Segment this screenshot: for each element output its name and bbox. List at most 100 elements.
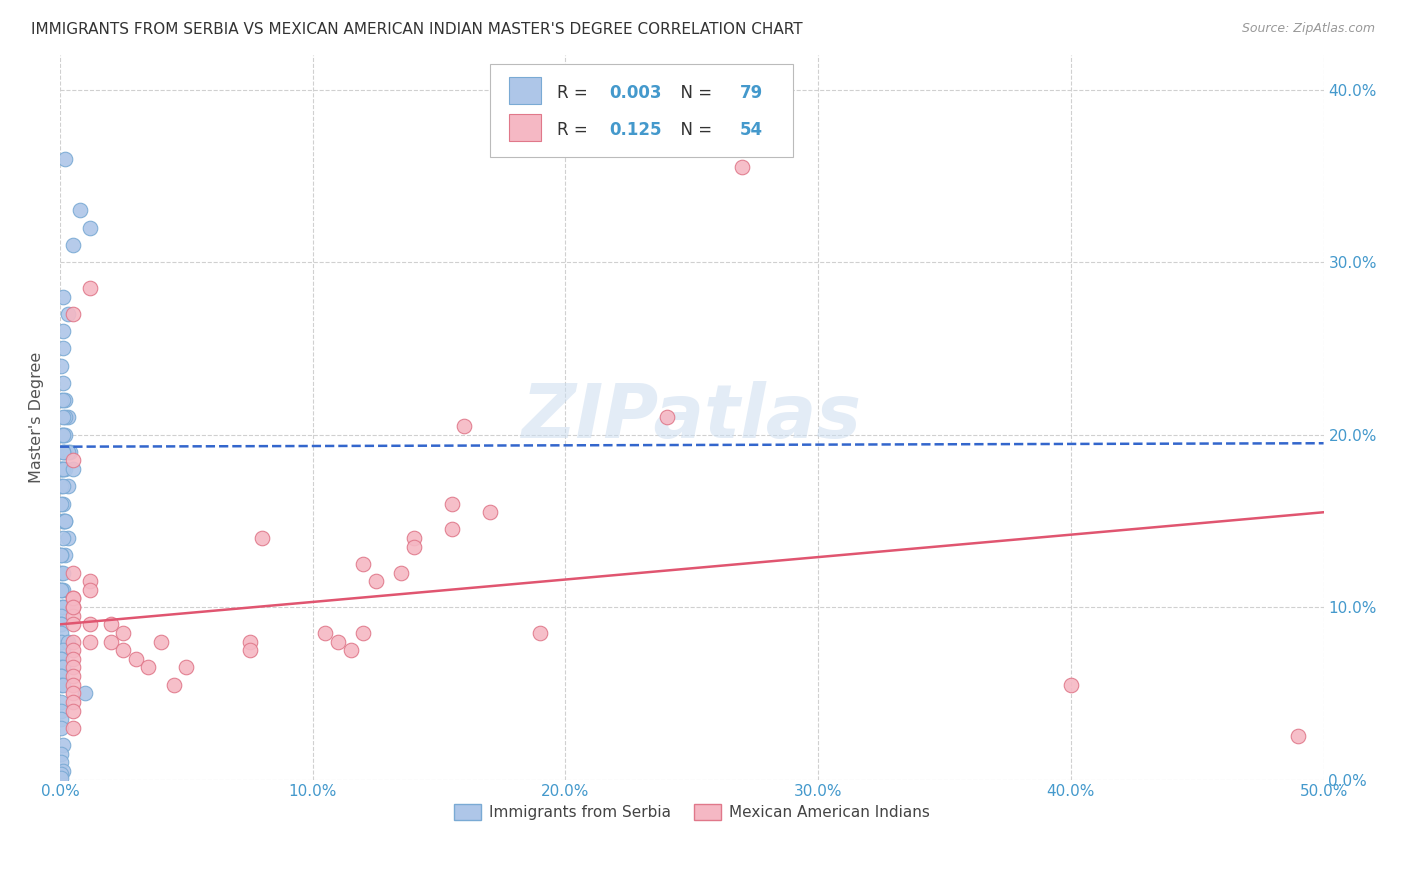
Point: [1286, 730, 1309, 744]
Point: [79, 220, 101, 235]
Point: [51, 582, 73, 597]
Point: [79, 634, 101, 648]
Point: [352, 557, 374, 571]
Point: [59, 445, 82, 459]
Point: [51, 462, 73, 476]
FancyBboxPatch shape: [509, 77, 541, 104]
Text: 0.125: 0.125: [610, 120, 662, 139]
Point: [56, 634, 79, 648]
Point: [51, 738, 73, 752]
Point: [79, 617, 101, 632]
Point: [402, 531, 425, 545]
Point: [79, 574, 101, 589]
Point: [62, 307, 84, 321]
Point: [250, 531, 273, 545]
Point: [1060, 678, 1083, 692]
Text: 0.003: 0.003: [610, 84, 662, 102]
Point: [53, 514, 76, 528]
Point: [51, 324, 73, 338]
Point: [655, 410, 678, 425]
Point: [51, 660, 73, 674]
Point: [51, 600, 73, 615]
Point: [51, 290, 73, 304]
Point: [62, 669, 84, 683]
Point: [51, 767, 73, 781]
Point: [56, 531, 79, 545]
Legend: Immigrants from Serbia, Mexican American Indians: Immigrants from Serbia, Mexican American…: [447, 798, 936, 826]
Point: [51, 427, 73, 442]
Point: [51, 660, 73, 674]
Point: [56, 479, 79, 493]
Point: [51, 393, 73, 408]
Point: [51, 617, 73, 632]
Point: [51, 771, 73, 785]
Point: [176, 660, 198, 674]
Point: [125, 652, 148, 666]
Point: [364, 574, 387, 589]
Point: [75, 686, 97, 700]
Point: [51, 617, 73, 632]
Point: [440, 497, 463, 511]
Point: [51, 747, 73, 761]
Point: [51, 678, 73, 692]
Point: [51, 376, 73, 390]
Point: [51, 549, 73, 563]
Point: [53, 549, 76, 563]
Point: [62, 238, 84, 252]
Point: [53, 514, 76, 528]
Text: IMMIGRANTS FROM SERBIA VS MEXICAN AMERICAN INDIAN MASTER'S DEGREE CORRELATION CH: IMMIGRANTS FROM SERBIA VS MEXICAN AMERIC…: [31, 22, 803, 37]
Point: [62, 686, 84, 700]
Point: [62, 617, 84, 632]
Point: [51, 566, 73, 580]
Point: [100, 634, 122, 648]
Point: [51, 479, 73, 493]
Point: [53, 410, 76, 425]
Point: [62, 652, 84, 666]
Text: N =: N =: [671, 120, 717, 139]
Point: [62, 600, 84, 615]
Point: [238, 634, 260, 648]
Point: [51, 764, 73, 778]
Text: Source: ZipAtlas.com: Source: ZipAtlas.com: [1241, 22, 1375, 36]
Point: [51, 531, 73, 545]
FancyBboxPatch shape: [509, 114, 541, 141]
Point: [51, 427, 73, 442]
Point: [51, 462, 73, 476]
Point: [389, 566, 412, 580]
Point: [62, 695, 84, 709]
Point: [150, 634, 173, 648]
Text: 79: 79: [740, 84, 763, 102]
Point: [51, 462, 73, 476]
Point: [51, 514, 73, 528]
Point: [163, 678, 186, 692]
Point: [51, 582, 73, 597]
Point: [53, 462, 76, 476]
Point: [51, 410, 73, 425]
Point: [326, 634, 349, 648]
Point: [62, 608, 84, 623]
Point: [62, 453, 84, 467]
Point: [56, 307, 79, 321]
Point: [51, 427, 73, 442]
Point: [529, 626, 551, 640]
Point: [51, 479, 73, 493]
Text: 54: 54: [740, 120, 763, 139]
Point: [62, 660, 84, 674]
Point: [51, 652, 73, 666]
Point: [51, 462, 73, 476]
Point: [238, 643, 260, 657]
FancyBboxPatch shape: [489, 64, 793, 157]
Point: [56, 445, 79, 459]
Point: [138, 660, 160, 674]
Point: [112, 643, 135, 657]
Point: [53, 427, 76, 442]
Point: [339, 643, 361, 657]
Point: [51, 678, 73, 692]
Point: [51, 497, 73, 511]
Point: [352, 626, 374, 640]
Point: [53, 393, 76, 408]
Point: [51, 608, 73, 623]
Point: [731, 161, 754, 175]
Point: [51, 600, 73, 615]
Point: [79, 281, 101, 295]
